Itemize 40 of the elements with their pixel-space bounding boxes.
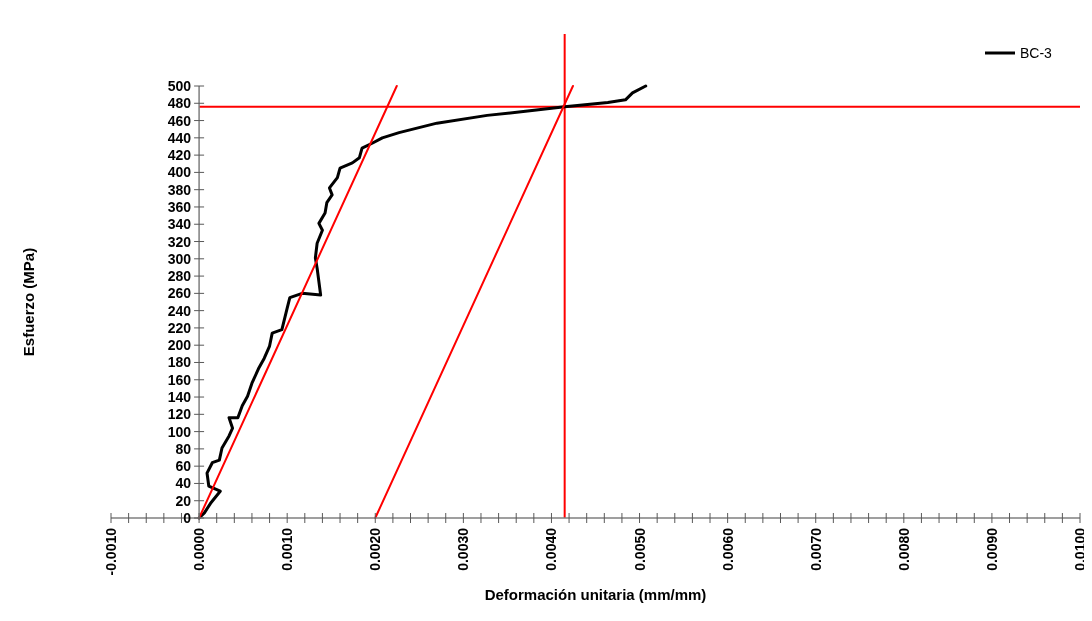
y-tick-label: 380	[167, 181, 192, 198]
x-tick-label: 0.0030	[455, 527, 472, 571]
y-tick-label: 360	[167, 198, 192, 215]
y-tick-label: 320	[167, 233, 192, 250]
y-tick-label: 180	[167, 354, 192, 371]
x-tick-label: 0.0050	[631, 527, 648, 571]
y-tick-label: 400	[167, 164, 192, 181]
x-tick-label: 0.0060	[719, 527, 736, 571]
y-tick-label: 260	[167, 285, 192, 302]
y-tick-label: 340	[167, 216, 192, 233]
x-axis-title: Deformación unitaria (mm/mm)	[484, 586, 707, 603]
x-tick-label: 0.0080	[895, 527, 912, 571]
x-tick-label: 0.0070	[807, 527, 824, 571]
y-tick-label: 300	[167, 250, 192, 267]
y-tick-label: 80	[175, 440, 192, 457]
legend-label: BC-3	[1020, 45, 1053, 61]
x-tick-label: 0.0040	[543, 527, 560, 571]
y-axis-title: Esfuerzo (MPa)	[20, 247, 37, 357]
y-tick-label: 60	[175, 458, 192, 475]
x-tick-label: 0.0010	[279, 527, 296, 571]
y-tick-label: 460	[167, 112, 192, 129]
y-tick-label: 480	[167, 95, 192, 112]
y-tick-label: 220	[167, 319, 192, 336]
y-tick-label: 500	[167, 78, 192, 94]
y-tick-label: 120	[167, 406, 192, 423]
y-tick-label: 440	[167, 129, 192, 146]
y-tick-label: 240	[167, 302, 192, 319]
x-tick-label: 0.0020	[367, 527, 384, 571]
x-tick-label: 0.0090	[983, 527, 1000, 571]
y-tick-label: 0	[183, 510, 192, 526]
y-tick-label: 420	[167, 147, 192, 164]
y-tick-label: 160	[167, 371, 192, 388]
y-tick-label: 40	[175, 475, 192, 492]
x-tick-label: 0.0000	[191, 527, 208, 571]
y-tick-label: 200	[167, 337, 192, 354]
y-tick-label: 140	[167, 389, 192, 406]
y-tick-label: 100	[167, 423, 192, 440]
y-tick-label: 280	[167, 268, 192, 285]
y-tick-label: 20	[175, 492, 192, 509]
x-tick-label: -0.0010	[103, 527, 119, 576]
